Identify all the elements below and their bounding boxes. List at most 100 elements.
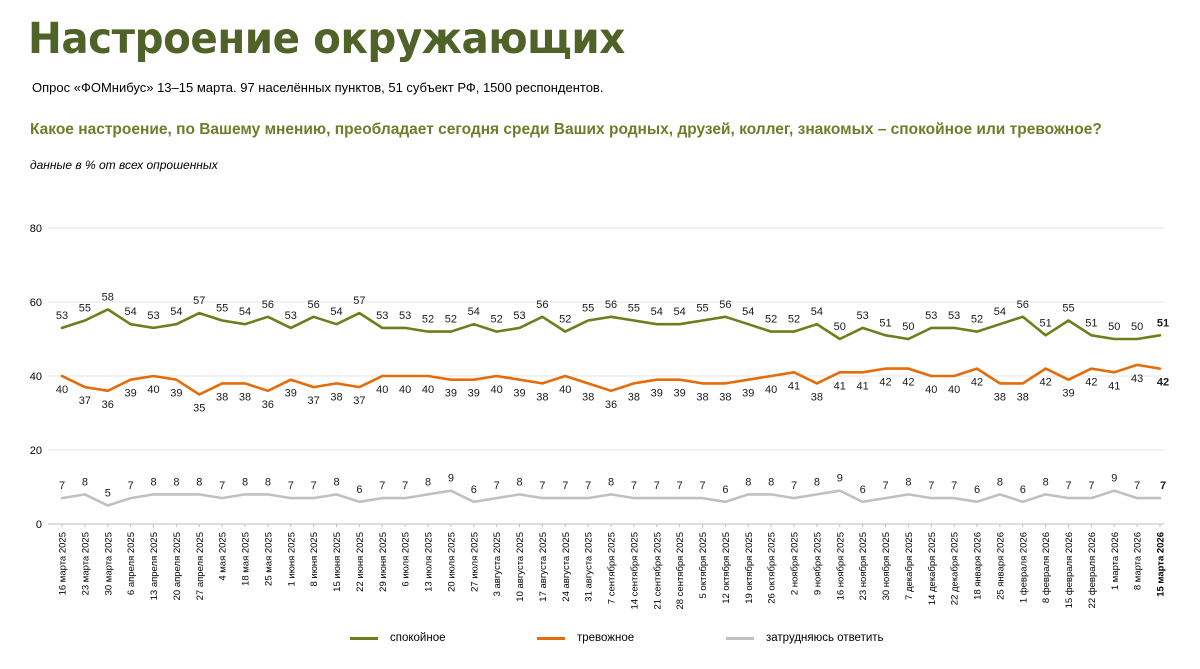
x-tick-label: 23 ноября 2025 xyxy=(858,532,869,600)
data-label: 57 xyxy=(353,295,365,307)
data-label: 40 xyxy=(422,384,434,396)
series-line xyxy=(60,363,1162,396)
data-label: 6 xyxy=(722,484,728,496)
legend-label: затрудняюсь ответить xyxy=(766,632,884,644)
data-label: 41 xyxy=(788,380,800,392)
data-label: 7 xyxy=(1065,480,1071,492)
data-label: 53 xyxy=(857,310,869,322)
data-label: 53 xyxy=(147,310,159,322)
x-tick-label: 8 марта 2026 xyxy=(1133,532,1144,590)
data-label: 58 xyxy=(102,291,114,303)
y-tick-label: 40 xyxy=(30,371,42,383)
x-tick-label: 12 октября 2025 xyxy=(721,532,732,604)
data-label: 36 xyxy=(102,399,114,411)
data-label: 53 xyxy=(376,310,388,322)
data-label: 40 xyxy=(399,384,411,396)
survey-question: Какое настроение, по Вашему мнению, прео… xyxy=(30,121,1102,138)
x-tick-label: 14 декабря 2025 xyxy=(927,532,938,605)
x-tick-label: 26 октября 2025 xyxy=(767,532,778,604)
data-label: 6 xyxy=(1020,484,1026,496)
data-label: 53 xyxy=(513,310,525,322)
x-tick-label: 16 марта 2025 xyxy=(58,532,69,595)
x-tick-label: 1 февраля 2026 xyxy=(1018,532,1029,603)
data-note: данные в % от всех опрошенных xyxy=(30,158,218,172)
data-label: 38 xyxy=(1017,391,1029,403)
data-label: 51 xyxy=(1040,317,1052,329)
data-label: 52 xyxy=(971,314,983,326)
data-label: 40 xyxy=(147,384,159,396)
data-label: 7 xyxy=(379,480,385,492)
data-label: 54 xyxy=(742,306,754,318)
data-label: 56 xyxy=(719,299,731,311)
x-tick-label: 25 мая 2025 xyxy=(263,532,274,586)
data-label: 40 xyxy=(491,384,503,396)
series-line xyxy=(60,308,1162,341)
data-label: 7 xyxy=(677,480,683,492)
data-label: 6 xyxy=(860,484,866,496)
legend-swatch xyxy=(537,636,565,640)
data-label: 54 xyxy=(125,306,137,318)
data-label: 51 xyxy=(1157,317,1169,329)
x-tick-label: 7 декабря 2025 xyxy=(904,532,915,600)
data-label: 8 xyxy=(173,476,179,488)
data-label: 8 xyxy=(905,476,911,488)
x-tick-label: 2 ноября 2025 xyxy=(790,532,801,595)
data-label: 54 xyxy=(468,306,480,318)
data-label: 39 xyxy=(468,388,480,400)
data-label: 37 xyxy=(308,395,320,407)
data-label: 42 xyxy=(879,377,891,389)
data-label: 42 xyxy=(1157,377,1169,389)
data-label: 56 xyxy=(605,299,617,311)
data-label: 41 xyxy=(1108,380,1120,392)
data-label: 7 xyxy=(128,480,134,492)
x-tick-label: 13 июля 2025 xyxy=(424,532,435,592)
data-label: 8 xyxy=(82,476,88,488)
data-label: 38 xyxy=(994,391,1006,403)
data-label: 40 xyxy=(376,384,388,396)
data-label: 42 xyxy=(1085,377,1097,389)
x-tick-label: 1 июня 2025 xyxy=(286,532,297,587)
legend-item: спокойное xyxy=(350,632,446,644)
data-label: 54 xyxy=(994,306,1006,318)
data-label: 53 xyxy=(285,310,297,322)
data-label: 54 xyxy=(330,306,342,318)
data-label: 42 xyxy=(1040,377,1052,389)
data-label: 7 xyxy=(59,480,65,492)
y-tick-label: 80 xyxy=(30,223,42,235)
data-label: 52 xyxy=(445,314,457,326)
x-tick-label: 14 сентября 2025 xyxy=(629,532,640,610)
data-label: 7 xyxy=(402,480,408,492)
data-label: 8 xyxy=(608,476,614,488)
data-label: 7 xyxy=(494,480,500,492)
data-label: 38 xyxy=(582,391,594,403)
data-label: 56 xyxy=(1017,299,1029,311)
data-label: 7 xyxy=(951,480,957,492)
data-label: 7 xyxy=(539,480,545,492)
x-tick-label: 16 ноября 2025 xyxy=(835,532,846,600)
data-label: 40 xyxy=(559,384,571,396)
data-label: 39 xyxy=(170,388,182,400)
data-label: 38 xyxy=(330,391,342,403)
x-tick-label: 27 апреля 2025 xyxy=(195,532,206,600)
x-tick-label: 7 сентября 2025 xyxy=(607,532,618,604)
data-label: 40 xyxy=(948,384,960,396)
data-label: 53 xyxy=(948,310,960,322)
x-tick-label: 18 мая 2025 xyxy=(241,532,252,586)
x-tick-label: 6 апреля 2025 xyxy=(126,532,137,595)
data-label: 39 xyxy=(445,388,457,400)
data-label: 9 xyxy=(837,473,843,485)
x-tick-label: 15 июня 2025 xyxy=(332,532,343,592)
data-label: 55 xyxy=(216,303,228,315)
data-label: 52 xyxy=(559,314,571,326)
x-tick-label: 8 июня 2025 xyxy=(309,532,320,587)
x-tick-label: 31 августа 2025 xyxy=(584,532,595,602)
x-tick-label: 20 апреля 2025 xyxy=(172,532,183,600)
data-label: 9 xyxy=(1111,473,1117,485)
data-label: 8 xyxy=(265,476,271,488)
x-tick-label: 24 августа 2025 xyxy=(561,532,572,602)
x-tick-label: 22 декабря 2025 xyxy=(950,532,961,605)
legend-item: затрудняюсь ответить xyxy=(726,632,884,644)
legend-swatch xyxy=(726,636,754,640)
data-label: 38 xyxy=(719,391,731,403)
